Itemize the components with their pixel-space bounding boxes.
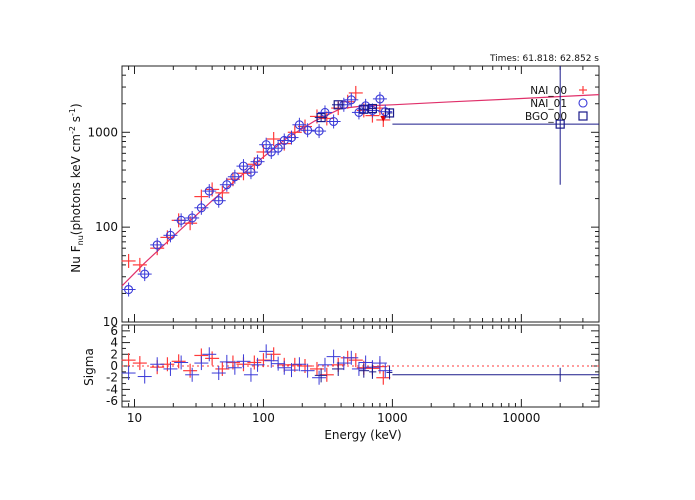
nai01-point bbox=[354, 107, 364, 117]
ylabel-units: (photons keV cm bbox=[69, 134, 83, 235]
ylabel-exp1: -2 bbox=[68, 126, 77, 134]
legend-symbol-circle bbox=[578, 98, 588, 108]
x-tick-label: 1000 bbox=[377, 411, 408, 425]
spectrum-y-axis-title: Nu Fnu(photons keV cm-2 s-1) bbox=[68, 103, 85, 272]
nai01-point bbox=[196, 203, 206, 213]
spectrum-plot-frame bbox=[121, 65, 600, 323]
x-tick-label: 10000 bbox=[502, 411, 540, 425]
bgo00-point bbox=[555, 119, 565, 129]
bgo00-point bbox=[384, 108, 395, 118]
nai01-point bbox=[329, 116, 339, 127]
nai01-point bbox=[375, 94, 385, 104]
y-tick-label: 4 bbox=[110, 336, 118, 350]
ylabel-sub: nu bbox=[76, 235, 85, 245]
ylabel-main: Nu F bbox=[69, 245, 83, 272]
y-tick-label: -6 bbox=[106, 394, 118, 408]
nai01-point bbox=[314, 126, 324, 136]
nai01-point bbox=[286, 133, 297, 143]
ylabel-exp2: -1 bbox=[68, 108, 77, 116]
model-line bbox=[121, 94, 600, 287]
bgo00-point bbox=[367, 103, 378, 114]
nai01-point bbox=[253, 157, 263, 167]
nai01-point bbox=[303, 125, 313, 135]
y-tick-label: 1000 bbox=[87, 125, 118, 139]
times-annotation: Times: 61.818: 62.852 s bbox=[489, 54, 599, 64]
nai01-point bbox=[140, 269, 150, 279]
x-tick-label: 10 bbox=[127, 411, 142, 425]
legend-label-bgo00: BGO_00 bbox=[525, 111, 567, 123]
residuals-y-axis-title: Sigma bbox=[82, 348, 96, 386]
nai01-point bbox=[124, 284, 134, 295]
y-tick-label: 2 bbox=[110, 347, 118, 361]
nai01-point bbox=[261, 140, 271, 150]
nai01-point bbox=[187, 213, 197, 223]
nai01-point bbox=[176, 215, 186, 225]
y-tick-label: 0 bbox=[110, 359, 118, 373]
y-tick-label: -2 bbox=[106, 371, 118, 385]
legend-symbol-square bbox=[578, 111, 588, 121]
spectrum-panel: 10 100 1000 bbox=[87, 65, 600, 329]
nai01-point bbox=[346, 95, 356, 105]
nai01-point bbox=[273, 143, 283, 153]
nai01-point bbox=[222, 180, 232, 190]
nai01-point bbox=[294, 120, 304, 130]
y-tick-label: -4 bbox=[106, 382, 118, 396]
bgo00-point bbox=[359, 104, 369, 114]
ylabel-close: ) bbox=[69, 103, 83, 108]
x-tick-label: 100 bbox=[252, 411, 275, 425]
nai01-point bbox=[361, 101, 371, 111]
nai01-point bbox=[238, 161, 249, 171]
nai01-point bbox=[246, 167, 256, 177]
nai01-point bbox=[165, 230, 175, 240]
y-tick-label: 10 bbox=[103, 315, 118, 329]
legend-label-nai00: NAI_00 bbox=[530, 85, 567, 97]
legend-label-nai01: NAI_01 bbox=[530, 98, 567, 110]
bgo00-point bbox=[316, 112, 326, 123]
nai01-point bbox=[230, 172, 240, 182]
nai01-point bbox=[204, 186, 214, 196]
y-tick-label: 6 bbox=[110, 324, 118, 338]
y-tick-label: 100 bbox=[95, 220, 118, 234]
nai01-point bbox=[152, 240, 162, 250]
ylabel-mid: s bbox=[69, 116, 83, 126]
nai01-point bbox=[214, 196, 224, 206]
x-axis-title: Energy (keV) bbox=[324, 428, 401, 442]
bgo00-point bbox=[333, 100, 343, 110]
